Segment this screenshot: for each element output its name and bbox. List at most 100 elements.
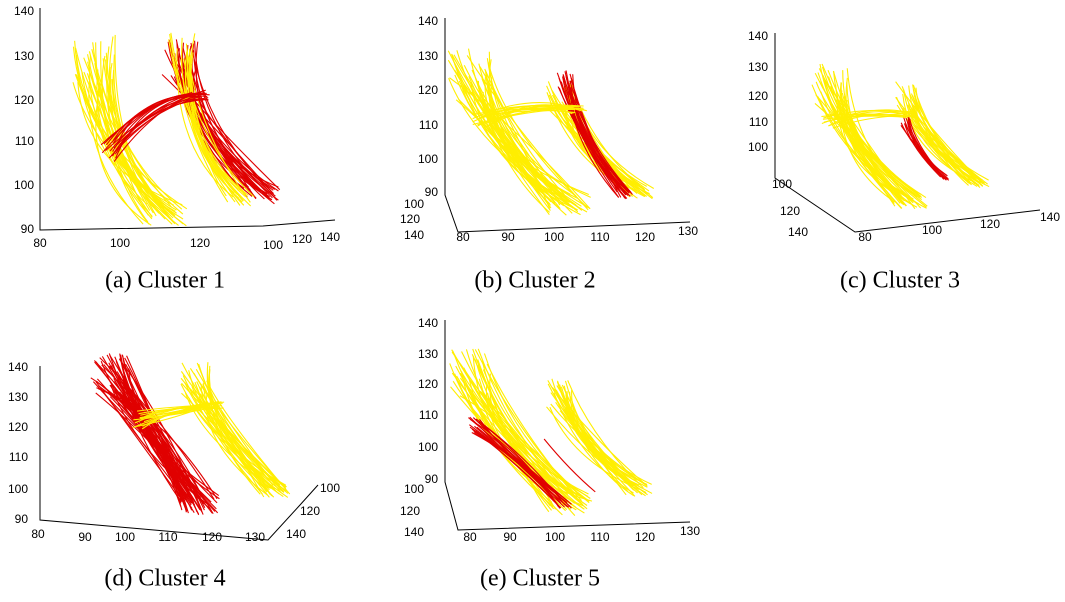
fiber <box>458 80 567 216</box>
fiber <box>833 71 914 200</box>
z-tick-label: 120 <box>418 377 438 391</box>
fiber <box>75 74 184 220</box>
fiber <box>828 100 927 208</box>
axes <box>444 18 691 233</box>
y-tick-label: 140 <box>788 225 808 239</box>
x-tick-label: 100 <box>544 230 564 244</box>
z-tick-label: 120 <box>748 89 768 103</box>
fiber <box>485 71 577 197</box>
fiber <box>565 394 641 485</box>
fiber <box>89 55 179 226</box>
z-tick-label: 110 <box>419 118 438 132</box>
fiber <box>564 401 653 494</box>
fiber <box>112 92 207 141</box>
y-tick-label: 120 <box>780 204 800 218</box>
fiber <box>472 108 574 115</box>
y-tick-label: 100 <box>404 482 424 496</box>
fiber <box>96 378 203 512</box>
fiber <box>488 59 551 205</box>
x-tick-label: 80 <box>456 230 470 244</box>
fiber <box>133 402 215 421</box>
y-tick-label: 120 <box>400 504 420 518</box>
y-tick-label: 120 <box>300 504 320 518</box>
z-tick-label: 140 <box>418 14 438 28</box>
x-tick-label: 110 <box>590 230 609 244</box>
y-tick-label: 100 <box>263 238 283 252</box>
fiber <box>128 373 204 502</box>
z-tick-label: 140 <box>748 29 768 43</box>
fiber <box>114 34 176 225</box>
fiber <box>451 349 584 509</box>
z-tick-label: 140 <box>14 4 34 18</box>
x-tick-label: 140 <box>1040 210 1060 224</box>
x-tick-label: 130 <box>245 530 265 544</box>
x-tick-label: 130 <box>680 524 700 538</box>
fiber <box>551 387 645 484</box>
fiber <box>447 50 588 213</box>
fiber <box>466 55 589 211</box>
fiber <box>112 370 187 513</box>
fiber <box>547 383 638 494</box>
fiber <box>474 349 582 502</box>
fiber <box>910 93 970 179</box>
caption: (c) Cluster 3 <box>840 268 960 294</box>
fiber <box>477 107 575 126</box>
y-tick-label: 120 <box>292 232 312 246</box>
fiber <box>821 109 912 125</box>
fiber <box>822 76 916 210</box>
fiber <box>193 372 274 486</box>
fiber <box>183 58 255 198</box>
z-tick-label: 110 <box>9 450 28 464</box>
fiber <box>553 392 634 494</box>
fiber <box>95 381 185 503</box>
fiber <box>448 77 570 203</box>
fiber <box>471 432 572 509</box>
fiber <box>840 98 923 198</box>
z-tick-label: 100 <box>418 152 438 166</box>
y-tick-label: 100 <box>772 177 792 191</box>
fiber <box>169 33 229 203</box>
x-tick-label: 100 <box>110 236 130 250</box>
x-tick-label: 120 <box>980 217 1000 231</box>
x-tick-label: 100 <box>115 530 135 544</box>
z-tick-label: 110 <box>749 115 768 129</box>
fiber <box>486 104 584 112</box>
fiber <box>830 85 907 207</box>
fiber <box>460 371 593 502</box>
z-tick-label: 120 <box>8 420 28 434</box>
fiber <box>188 56 235 194</box>
fiber <box>161 74 273 193</box>
z-tick-label: 100 <box>748 140 768 154</box>
y-tick-label: 120 <box>400 212 420 226</box>
z-tick-label: 130 <box>8 390 28 404</box>
fiber <box>468 417 569 503</box>
x-tick-label: 90 <box>78 530 92 544</box>
x-tick-label: 80 <box>858 230 872 244</box>
fiber <box>819 63 918 198</box>
x-tick-label: 130 <box>678 224 698 238</box>
fiber <box>92 42 169 216</box>
fiber <box>181 37 236 203</box>
fiber <box>472 348 572 502</box>
y-tick-label: 140 <box>404 228 424 242</box>
z-tick-label: 100 <box>14 178 34 192</box>
caption: (d) Cluster 4 <box>104 566 225 592</box>
fiber <box>176 77 281 191</box>
fiber <box>118 358 203 511</box>
fiber <box>909 93 971 183</box>
fiber <box>814 72 921 198</box>
x-tick-label: 120 <box>202 530 222 544</box>
panel: 140 130 120 110 100 80 100 120 140 100 120 140 (c) C… <box>748 29 1060 293</box>
fiber <box>93 360 183 503</box>
fiber <box>468 76 577 206</box>
z-tick-label: 110 <box>15 134 34 148</box>
z-tick-label: 120 <box>14 93 34 107</box>
fiber <box>460 83 589 195</box>
x-tick-label: 100 <box>922 223 942 237</box>
fiber <box>562 74 629 193</box>
fiber <box>206 362 271 490</box>
fiber <box>183 56 272 200</box>
